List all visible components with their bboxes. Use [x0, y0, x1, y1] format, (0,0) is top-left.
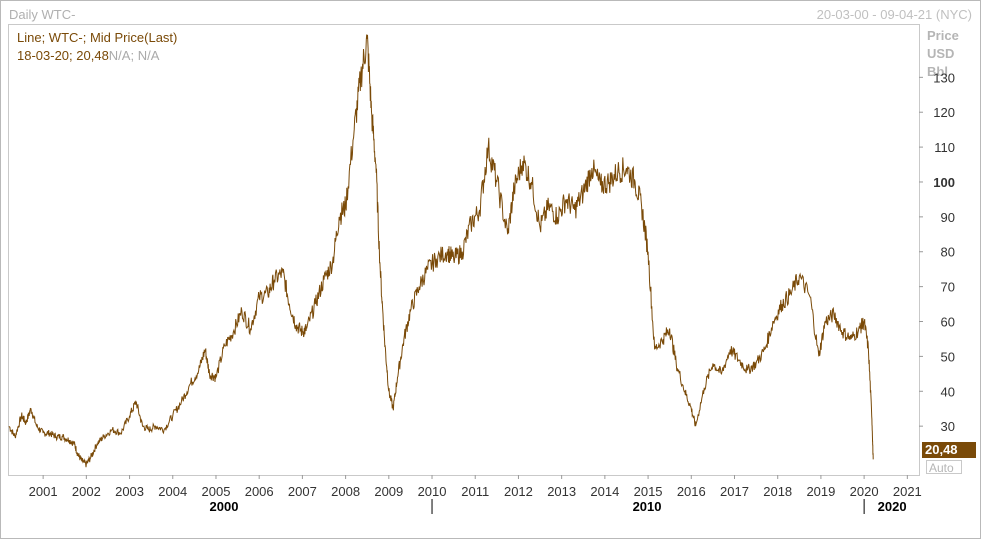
- x-tick-label: 2020: [850, 484, 879, 499]
- x-tick-label: 2019: [806, 484, 835, 499]
- x-tick-label: 2016: [677, 484, 706, 499]
- x-tick-label: 2013: [547, 484, 576, 499]
- y-tick-label: 60: [941, 315, 955, 330]
- x-tick-label: 2005: [202, 484, 231, 499]
- legend-last-value: 18-03-20; 20,48N/A; N/A: [17, 48, 159, 63]
- x-tick-label: 2002: [72, 484, 101, 499]
- x-tick-label: 2001: [29, 484, 58, 499]
- date-range-label: 20-03-00 - 09-04-21 (NYC): [816, 7, 972, 22]
- x-tick-label: 2017: [720, 484, 749, 499]
- y-tick-label: 100: [933, 175, 955, 190]
- decade-label: 2000: [210, 499, 239, 514]
- last-price-badge: 20,48: [922, 442, 976, 458]
- auto-scale-button[interactable]: Auto: [926, 460, 962, 475]
- y-tick-label: 90: [941, 210, 955, 225]
- x-tick-label: 2004: [158, 484, 187, 499]
- decade-label: 2020: [878, 499, 907, 514]
- y-tick-label: 70: [941, 280, 955, 295]
- x-tick-label: 2010: [418, 484, 447, 499]
- x-tick-label: 2008: [331, 484, 360, 499]
- y-tick-label: 130: [933, 70, 955, 85]
- x-tick-label: 2003: [115, 484, 144, 499]
- legend-date-value: 18-03-20; 20,48: [17, 48, 109, 63]
- x-tick-label: 2007: [288, 484, 317, 499]
- y-tick-label: 110: [934, 140, 955, 155]
- x-tick-label: 2011: [461, 484, 489, 499]
- x-tick-label: 2018: [763, 484, 792, 499]
- x-tick-label: 2014: [590, 484, 619, 499]
- legend-series-label: Line; WTC-; Mid Price(Last): [17, 30, 178, 45]
- x-tick-label: 2012: [504, 484, 533, 499]
- x-tick-label: 2015: [634, 484, 663, 499]
- y-tick-label: 80: [941, 245, 955, 260]
- legend-na-values: N/A; N/A: [108, 48, 160, 63]
- y-unit-currency: USD: [927, 46, 955, 61]
- decade-label: 2010: [633, 499, 662, 514]
- x-tick-label: 2021: [893, 484, 922, 499]
- y-tick-label: 120: [933, 105, 955, 120]
- y-unit-bbl: Bbl: [927, 64, 948, 79]
- chart-title: Daily WTC-: [9, 7, 76, 22]
- y-unit-price: Price: [927, 28, 959, 43]
- y-tick-label: 40: [941, 384, 955, 399]
- y-tick-label: 50: [941, 349, 955, 364]
- price-series-line: [8, 34, 874, 468]
- x-tick-label: 2009: [374, 484, 403, 499]
- y-tick-label: 30: [941, 419, 955, 434]
- x-tick-label: 2006: [245, 484, 274, 499]
